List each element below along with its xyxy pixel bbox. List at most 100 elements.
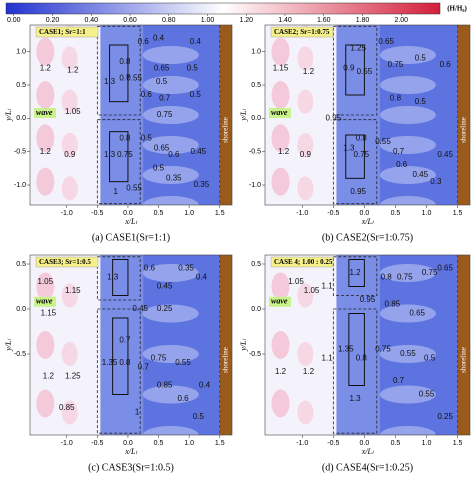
x-tick-label: 1.5 <box>215 440 225 447</box>
contour-label: 0.55 <box>375 137 391 146</box>
wave-label: wave <box>36 108 53 117</box>
wave-label-bg <box>34 108 56 118</box>
contour-label: 0.75 <box>422 268 438 277</box>
contour-label: 0.5 <box>190 90 202 99</box>
y-tick-label: 0.5 <box>16 82 26 89</box>
contour-label: 1.15 <box>41 309 57 318</box>
x-tick-label: 0.5 <box>154 440 164 447</box>
wave-band <box>271 37 290 66</box>
contour-label: 0.6 <box>396 160 408 169</box>
wave-label-bg <box>34 296 56 307</box>
light-patch <box>379 385 436 404</box>
contour-label: 0.7 <box>119 336 131 345</box>
contour-label: 1.35 <box>102 358 118 367</box>
y-axis-label: y/Lₗ <box>4 339 13 352</box>
zone-box <box>96 256 141 301</box>
case-header: CASE1; Sr=1:1 <box>39 28 86 36</box>
contour-label: 0.25 <box>157 304 173 313</box>
wave-label: wave <box>36 297 53 306</box>
shoreline-band <box>219 255 232 435</box>
contour-label: 1.05 <box>304 286 320 295</box>
x-tick-label: 0.0 <box>360 440 370 447</box>
zone-box <box>332 119 378 205</box>
caption: (c) CASE3(Sr=1:0.5) <box>88 462 174 473</box>
light-patch <box>142 264 199 282</box>
wave-band <box>300 25 310 27</box>
colorbar-tick-label: 0.20 <box>46 17 60 24</box>
structure <box>345 44 365 96</box>
light-patch <box>142 136 199 154</box>
zone-box <box>332 256 378 296</box>
structure <box>348 259 365 287</box>
wave-label-bg <box>269 296 291 307</box>
case-header: CASE 4; 1.00 : 0.25 <box>274 258 333 266</box>
colorbar-tick-label: 1.20 <box>239 17 253 24</box>
x-tick-label: -0.5 <box>91 440 103 447</box>
contour-label: 0.8 <box>119 57 131 66</box>
case-header-bg <box>35 26 99 38</box>
wave-band <box>271 81 290 109</box>
contour-label: 0.8 <box>356 354 368 363</box>
case-header: CASE2; Sr=1:0.75 <box>274 28 330 36</box>
contour-label: 0.75 <box>397 273 413 282</box>
contour-label: 0.8 <box>119 358 131 367</box>
contour-label: 1.25 <box>350 43 366 52</box>
contour-label: 1.15 <box>273 63 289 72</box>
contour-label: 0.55 <box>357 67 373 76</box>
structure <box>345 134 365 179</box>
x-tick-label: -1.0 <box>296 210 308 217</box>
contour-label: 1.25 <box>65 372 81 381</box>
shadow-zone <box>143 255 220 435</box>
wave-band <box>62 459 78 480</box>
frame <box>29 24 233 206</box>
contour-label: 0.4 <box>190 37 202 46</box>
contour-label: 0.7 <box>393 376 405 385</box>
contour-label: 0.55 <box>126 183 142 192</box>
x-axis-label: x/Lₗ <box>361 447 374 456</box>
light-patch <box>379 46 436 64</box>
zone-box <box>96 25 141 116</box>
wave-band <box>36 81 55 109</box>
colorbar-tick-label: 1.60 <box>317 17 331 24</box>
y-tick-label: 0.0 <box>251 115 261 122</box>
wave-band <box>297 220 313 244</box>
light-patch <box>379 136 436 154</box>
contour-label: 0.6 <box>138 37 150 46</box>
contour-label: 1.3 <box>104 150 116 159</box>
contour-label: 1.1 <box>322 354 334 363</box>
y-tick-label: -0.5 <box>14 351 26 358</box>
contour-label: 1.05 <box>65 107 81 116</box>
wave-band <box>271 389 290 418</box>
caption: (b) CASE2(Sr=1:0.75) <box>322 232 413 243</box>
contour-label: 0.75 <box>117 150 133 159</box>
contour-label: 0.55 <box>400 349 416 358</box>
x-tick-label: -0.5 <box>327 210 339 217</box>
x-axis-label: x/Lₗ <box>124 217 137 226</box>
contour-label: 0.9 <box>64 150 76 159</box>
colorbar-tick-label: 2.00 <box>394 17 408 24</box>
y-axis-label: y/Lₗ <box>239 339 248 352</box>
y-tick-label: 0.0 <box>251 306 261 313</box>
light-patch <box>379 345 436 363</box>
wave-band <box>36 389 55 418</box>
contour-label: 0.9 <box>300 150 312 159</box>
light-patch <box>379 304 436 323</box>
light-patch <box>379 264 436 282</box>
x-tick-label: 0.5 <box>391 210 401 217</box>
contour-label: 0.65 <box>437 264 453 273</box>
colorbar-tick-label: 1.80 <box>356 17 370 24</box>
wave-band <box>272 448 290 476</box>
contour-label: 0.85 <box>59 403 75 412</box>
contour-label: 0.65 <box>378 37 394 46</box>
x-tick-label: 1.0 <box>184 210 194 217</box>
x-tick-label: 1.0 <box>422 440 432 447</box>
frame <box>264 24 471 206</box>
contour-label: 0.85 <box>385 300 401 309</box>
contour-label: 0.45 <box>157 282 173 291</box>
light-patch <box>142 196 199 205</box>
colorbar <box>5 2 441 15</box>
wave-band <box>297 176 314 201</box>
wave-band <box>61 89 78 114</box>
contour-label: 1.2 <box>275 367 287 376</box>
